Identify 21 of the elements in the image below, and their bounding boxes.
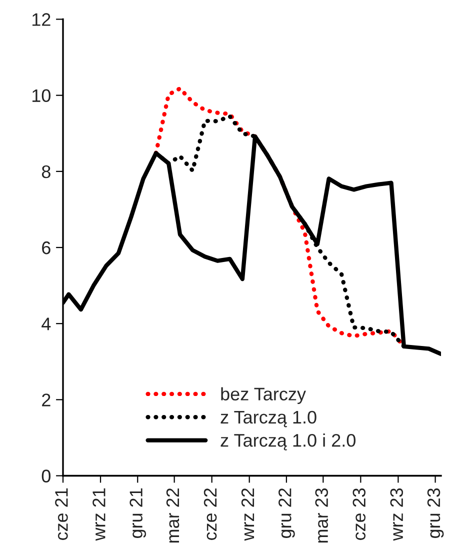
y-tick-label: 10 xyxy=(32,89,50,102)
x-tick-label: cze 22 xyxy=(204,488,217,540)
x-tick-label: wrz 23 xyxy=(390,488,404,541)
y-tick-label: 0 xyxy=(42,470,50,482)
x-tick-label: wrz 21 xyxy=(92,488,106,541)
y-tick-label: 12 xyxy=(32,13,50,26)
legend-label: bez Tarczy xyxy=(221,387,306,404)
y-tick-label: 8 xyxy=(42,165,50,178)
x-tick-label: cze 21 xyxy=(55,488,68,540)
y-tick-label: 6 xyxy=(42,241,50,254)
x-tick-label: mar 22 xyxy=(166,488,180,543)
x-tick-label: gru 21 xyxy=(130,488,146,538)
x-tick-label: gru 22 xyxy=(278,488,295,538)
x-tick-label: wrz 22 xyxy=(241,488,254,541)
y-tick-label: 4 xyxy=(42,318,51,330)
x-tick-label: gru 23 xyxy=(427,488,444,538)
legend-label: z Tarczą 1.0 i 2.0 xyxy=(220,434,356,450)
legend-label: z Tarczą 1.0 xyxy=(220,410,316,428)
y-tick-label: 2 xyxy=(42,394,50,406)
x-tick-label: mar 23 xyxy=(315,488,328,543)
x-tick-label: cze 23 xyxy=(352,488,366,540)
